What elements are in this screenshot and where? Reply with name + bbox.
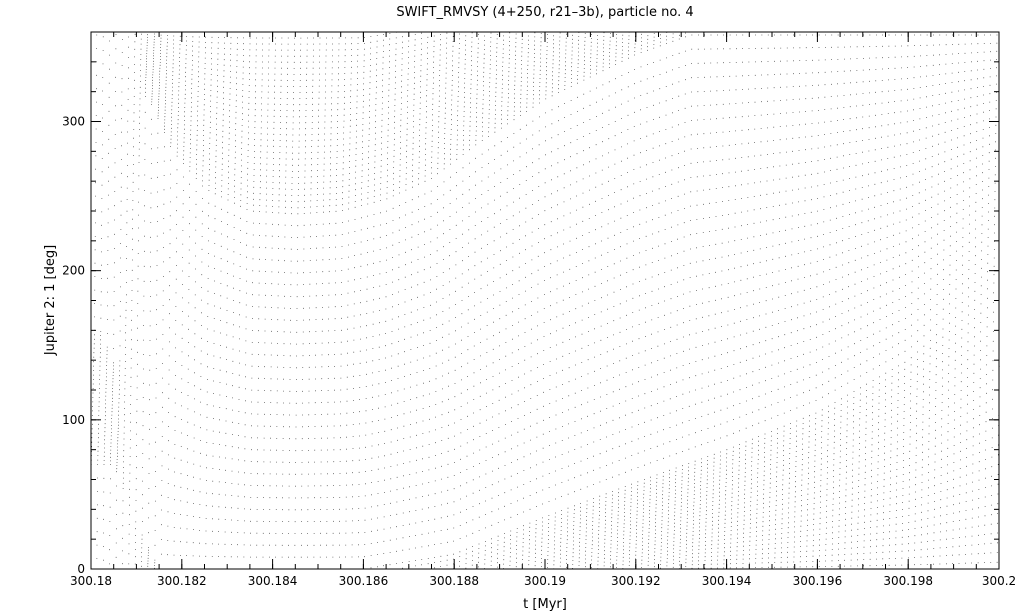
x-tick-label: 300.186 xyxy=(339,574,389,588)
x-tick-label: 300.184 xyxy=(248,574,298,588)
x-axis: 300.18 300.182 300.184 300.186 300.188 300.19… xyxy=(70,32,1016,588)
y-axis: 0 100 200 300 xyxy=(62,31,999,576)
data-trace xyxy=(91,31,1000,570)
y-tick-label: 0 xyxy=(77,562,85,576)
y-tick-label: 300 xyxy=(62,115,85,129)
x-tick-label: 300.188 xyxy=(429,574,479,588)
x-tick-label: 300.182 xyxy=(157,574,207,588)
x-tick-label: 300.198 xyxy=(883,574,933,588)
x-tick-label: 300.18 xyxy=(70,574,112,588)
y-tick-label: 200 xyxy=(62,264,85,278)
chart-title: SWIFT_RMVSY (4+250, r21–3b), particle no… xyxy=(396,5,693,20)
x-tick-label: 300.192 xyxy=(611,574,661,588)
y-axis-label: Jupiter 2: 1 [deg] xyxy=(43,245,58,356)
x-tick-label: 300.2 xyxy=(982,574,1016,588)
data-points xyxy=(91,31,1000,570)
x-tick-label: 300.19 xyxy=(524,574,566,588)
y-tick-label: 100 xyxy=(62,413,85,427)
plot-frame xyxy=(90,31,1000,570)
x-tick-label: 300.196 xyxy=(793,574,843,588)
x-tick-label: 300.194 xyxy=(702,574,752,588)
x-axis-label: t [Myr] xyxy=(523,597,567,612)
